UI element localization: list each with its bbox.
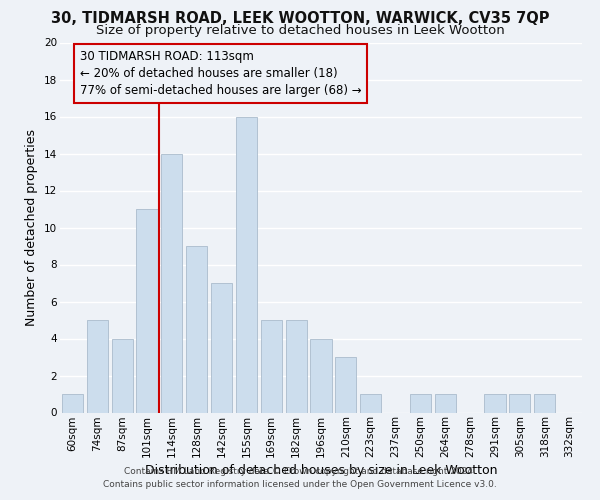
Bar	[509, 394, 530, 412]
Bar	[87, 320, 108, 412]
Text: 30 TIDMARSH ROAD: 113sqm
← 20% of detached houses are smaller (18)
77% of semi-d: 30 TIDMARSH ROAD: 113sqm ← 20% of detach…	[80, 50, 362, 97]
Bar	[161, 154, 182, 412]
Bar	[112, 338, 133, 412]
Bar	[62, 394, 83, 412]
Bar	[286, 320, 307, 412]
Bar	[484, 394, 506, 412]
Bar	[310, 338, 332, 412]
Bar	[360, 394, 381, 412]
Bar	[236, 116, 257, 412]
Text: Size of property relative to detached houses in Leek Wootton: Size of property relative to detached ho…	[95, 24, 505, 37]
Text: Contains HM Land Registry data © Crown copyright and database right 2024.
Contai: Contains HM Land Registry data © Crown c…	[103, 468, 497, 489]
X-axis label: Distribution of detached houses by size in Leek Wootton: Distribution of detached houses by size …	[145, 464, 497, 477]
Bar	[410, 394, 431, 412]
Bar	[211, 283, 232, 412]
Bar	[136, 209, 158, 412]
Text: 30, TIDMARSH ROAD, LEEK WOOTTON, WARWICK, CV35 7QP: 30, TIDMARSH ROAD, LEEK WOOTTON, WARWICK…	[51, 11, 549, 26]
Bar	[186, 246, 207, 412]
Y-axis label: Number of detached properties: Number of detached properties	[25, 129, 38, 326]
Bar	[435, 394, 456, 412]
Bar	[534, 394, 555, 412]
Bar	[335, 357, 356, 412]
Bar	[261, 320, 282, 412]
